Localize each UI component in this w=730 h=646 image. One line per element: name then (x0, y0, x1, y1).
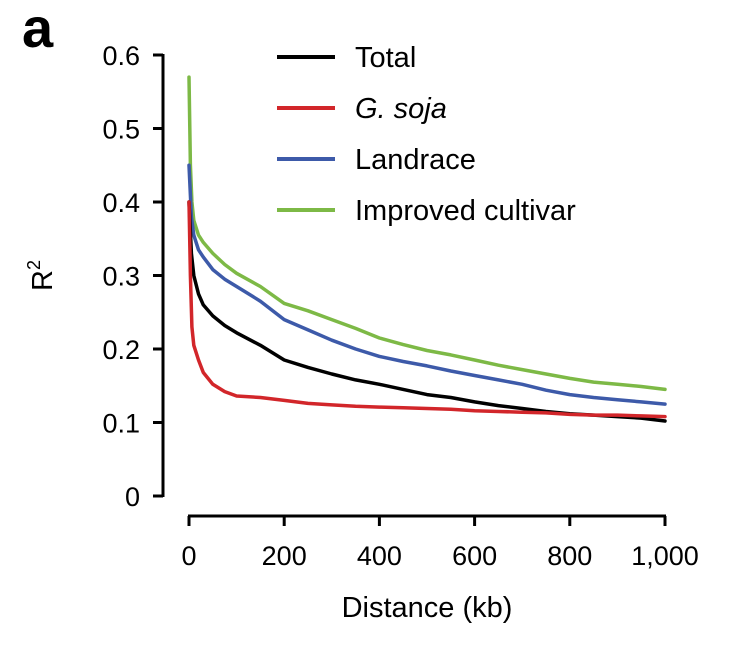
legend-label: Total (355, 42, 416, 74)
y-tick-label: 0 (125, 482, 140, 512)
y-tick-label: 0.1 (102, 409, 140, 439)
x-tick-label: 200 (262, 541, 307, 571)
x-tick-label: 800 (547, 541, 592, 571)
y-tick-label: 0.4 (102, 188, 140, 218)
x-tick-label: 600 (452, 541, 497, 571)
legend-label: G. soja (355, 93, 447, 125)
panel-label: a (22, 0, 54, 59)
y-axis-title-superscript: 2 (24, 260, 44, 270)
series-line-total (187, 200, 667, 423)
x-axis-title: Distance (kb) (342, 592, 513, 624)
x-tick-label: 0 (181, 541, 196, 571)
series-line-landrace (187, 163, 667, 406)
x-tick-label: 400 (357, 541, 402, 571)
y-tick-label: 0.6 (102, 41, 140, 71)
y-axis-title-main: R (27, 270, 59, 291)
legend-label: Landrace (355, 144, 476, 176)
x-ticks: 0 200 400 600 800 1,000 (181, 516, 699, 571)
series-line-improved-cultivar (187, 75, 667, 392)
series-line-g-soja (187, 200, 667, 419)
y-axis-title: R2 (24, 260, 59, 291)
legend: Total G. soja Landrace Improved cultivar (277, 42, 576, 227)
y-tick-label: 0.2 (102, 335, 140, 365)
series-layer (187, 75, 667, 423)
legend-label: Improved cultivar (355, 195, 576, 227)
y-ticks: 0 0.1 0.2 0.3 0.4 0.5 0.6 (102, 41, 163, 512)
y-tick-label: 0.3 (102, 262, 140, 292)
x-tick-label: 1,000 (631, 541, 699, 571)
y-tick-label: 0.5 (102, 115, 140, 145)
